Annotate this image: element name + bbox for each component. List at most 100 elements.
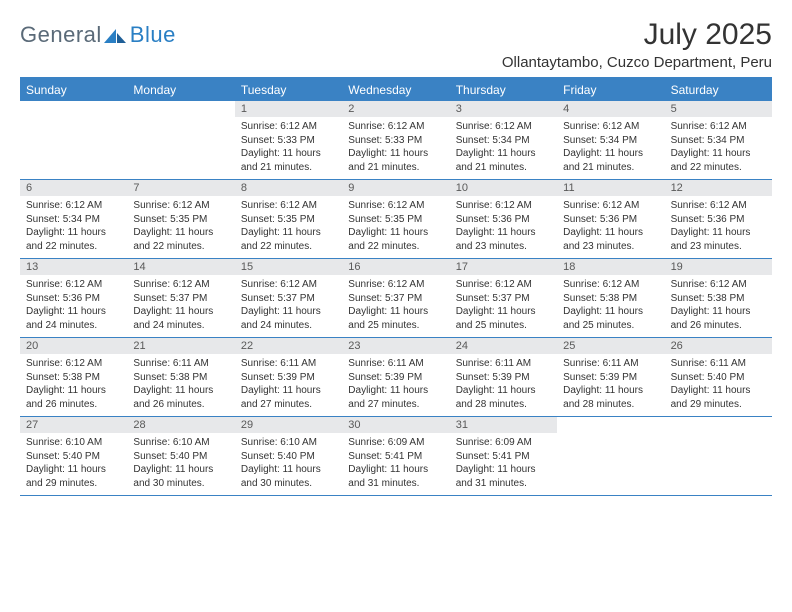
day-body: Sunrise: 6:12 AMSunset: 5:34 PMDaylight:… <box>665 117 772 178</box>
calendar-day-cell: 26Sunrise: 6:11 AMSunset: 5:40 PMDayligh… <box>665 338 772 416</box>
day-body: Sunrise: 6:10 AMSunset: 5:40 PMDaylight:… <box>127 433 234 494</box>
calendar-day-cell: 28Sunrise: 6:10 AMSunset: 5:40 PMDayligh… <box>127 417 234 495</box>
calendar-day-cell: 12Sunrise: 6:12 AMSunset: 5:36 PMDayligh… <box>665 180 772 258</box>
day-number: 9 <box>342 180 449 196</box>
day-body: Sunrise: 6:09 AMSunset: 5:41 PMDaylight:… <box>450 433 557 494</box>
day-number: 14 <box>127 259 234 275</box>
day-number: 31 <box>450 417 557 433</box>
calendar-empty-cell <box>127 101 234 179</box>
day-number: 15 <box>235 259 342 275</box>
calendar-week-row: 1Sunrise: 6:12 AMSunset: 5:33 PMDaylight… <box>20 101 772 180</box>
weeks-container: 1Sunrise: 6:12 AMSunset: 5:33 PMDaylight… <box>20 101 772 496</box>
day-body: Sunrise: 6:12 AMSunset: 5:36 PMDaylight:… <box>20 275 127 336</box>
weekday-header: Sunday <box>20 79 127 101</box>
day-body: Sunrise: 6:11 AMSunset: 5:39 PMDaylight:… <box>450 354 557 415</box>
location-subtitle: Ollantaytambo, Cuzco Department, Peru <box>502 54 772 71</box>
calendar-empty-cell <box>665 417 772 495</box>
day-body: Sunrise: 6:12 AMSunset: 5:38 PMDaylight:… <box>665 275 772 336</box>
calendar-week-row: 20Sunrise: 6:12 AMSunset: 5:38 PMDayligh… <box>20 338 772 417</box>
calendar-day-cell: 5Sunrise: 6:12 AMSunset: 5:34 PMDaylight… <box>665 101 772 179</box>
calendar-day-cell: 24Sunrise: 6:11 AMSunset: 5:39 PMDayligh… <box>450 338 557 416</box>
calendar-day-cell: 9Sunrise: 6:12 AMSunset: 5:35 PMDaylight… <box>342 180 449 258</box>
day-body: Sunrise: 6:12 AMSunset: 5:36 PMDaylight:… <box>665 196 772 257</box>
day-number: 28 <box>127 417 234 433</box>
day-number: 19 <box>665 259 772 275</box>
day-number: 16 <box>342 259 449 275</box>
day-body: Sunrise: 6:12 AMSunset: 5:36 PMDaylight:… <box>557 196 664 257</box>
day-number: 30 <box>342 417 449 433</box>
day-number: 2 <box>342 101 449 117</box>
logo: General Blue <box>20 18 176 48</box>
day-body: Sunrise: 6:10 AMSunset: 5:40 PMDaylight:… <box>235 433 342 494</box>
calendar-day-cell: 8Sunrise: 6:12 AMSunset: 5:35 PMDaylight… <box>235 180 342 258</box>
weekday-header: Monday <box>127 79 234 101</box>
calendar-week-row: 6Sunrise: 6:12 AMSunset: 5:34 PMDaylight… <box>20 180 772 259</box>
calendar-day-cell: 7Sunrise: 6:12 AMSunset: 5:35 PMDaylight… <box>127 180 234 258</box>
day-number: 12 <box>665 180 772 196</box>
day-body: Sunrise: 6:10 AMSunset: 5:40 PMDaylight:… <box>20 433 127 494</box>
day-number: 29 <box>235 417 342 433</box>
day-number: 17 <box>450 259 557 275</box>
day-number: 1 <box>235 101 342 117</box>
calendar-day-cell: 27Sunrise: 6:10 AMSunset: 5:40 PMDayligh… <box>20 417 127 495</box>
calendar-day-cell: 6Sunrise: 6:12 AMSunset: 5:34 PMDaylight… <box>20 180 127 258</box>
calendar-week-row: 27Sunrise: 6:10 AMSunset: 5:40 PMDayligh… <box>20 417 772 496</box>
calendar-day-cell: 25Sunrise: 6:11 AMSunset: 5:39 PMDayligh… <box>557 338 664 416</box>
day-number: 21 <box>127 338 234 354</box>
calendar-day-cell: 29Sunrise: 6:10 AMSunset: 5:40 PMDayligh… <box>235 417 342 495</box>
weekday-header-row: Sunday Monday Tuesday Wednesday Thursday… <box>20 79 772 101</box>
calendar-day-cell: 22Sunrise: 6:11 AMSunset: 5:39 PMDayligh… <box>235 338 342 416</box>
day-body: Sunrise: 6:12 AMSunset: 5:34 PMDaylight:… <box>450 117 557 178</box>
weekday-header: Saturday <box>665 79 772 101</box>
day-number: 27 <box>20 417 127 433</box>
calendar-day-cell: 16Sunrise: 6:12 AMSunset: 5:37 PMDayligh… <box>342 259 449 337</box>
day-body: Sunrise: 6:12 AMSunset: 5:37 PMDaylight:… <box>450 275 557 336</box>
calendar-day-cell: 3Sunrise: 6:12 AMSunset: 5:34 PMDaylight… <box>450 101 557 179</box>
day-number: 25 <box>557 338 664 354</box>
day-body: Sunrise: 6:12 AMSunset: 5:38 PMDaylight:… <box>20 354 127 415</box>
logo-text-general: General <box>20 22 102 48</box>
day-body: Sunrise: 6:09 AMSunset: 5:41 PMDaylight:… <box>342 433 449 494</box>
day-body: Sunrise: 6:11 AMSunset: 5:40 PMDaylight:… <box>665 354 772 415</box>
calendar-day-cell: 20Sunrise: 6:12 AMSunset: 5:38 PMDayligh… <box>20 338 127 416</box>
day-number: 3 <box>450 101 557 117</box>
day-number: 10 <box>450 180 557 196</box>
day-body: Sunrise: 6:12 AMSunset: 5:37 PMDaylight:… <box>127 275 234 336</box>
day-body: Sunrise: 6:12 AMSunset: 5:37 PMDaylight:… <box>235 275 342 336</box>
day-number: 20 <box>20 338 127 354</box>
day-body: Sunrise: 6:12 AMSunset: 5:33 PMDaylight:… <box>342 117 449 178</box>
calendar-day-cell: 2Sunrise: 6:12 AMSunset: 5:33 PMDaylight… <box>342 101 449 179</box>
day-body: Sunrise: 6:12 AMSunset: 5:38 PMDaylight:… <box>557 275 664 336</box>
day-number: 8 <box>235 180 342 196</box>
calendar-day-cell: 11Sunrise: 6:12 AMSunset: 5:36 PMDayligh… <box>557 180 664 258</box>
calendar-day-cell: 18Sunrise: 6:12 AMSunset: 5:38 PMDayligh… <box>557 259 664 337</box>
day-number: 18 <box>557 259 664 275</box>
day-number: 23 <box>342 338 449 354</box>
calendar-day-cell: 13Sunrise: 6:12 AMSunset: 5:36 PMDayligh… <box>20 259 127 337</box>
calendar-day-cell: 15Sunrise: 6:12 AMSunset: 5:37 PMDayligh… <box>235 259 342 337</box>
day-body: Sunrise: 6:12 AMSunset: 5:35 PMDaylight:… <box>342 196 449 257</box>
logo-text-blue: Blue <box>130 22 176 48</box>
weekday-header: Thursday <box>450 79 557 101</box>
day-number: 26 <box>665 338 772 354</box>
day-body: Sunrise: 6:11 AMSunset: 5:39 PMDaylight:… <box>235 354 342 415</box>
calendar-day-cell: 10Sunrise: 6:12 AMSunset: 5:36 PMDayligh… <box>450 180 557 258</box>
calendar-day-cell: 14Sunrise: 6:12 AMSunset: 5:37 PMDayligh… <box>127 259 234 337</box>
day-number: 5 <box>665 101 772 117</box>
day-number: 13 <box>20 259 127 275</box>
day-number: 22 <box>235 338 342 354</box>
calendar-day-cell: 21Sunrise: 6:11 AMSunset: 5:38 PMDayligh… <box>127 338 234 416</box>
calendar-day-cell: 31Sunrise: 6:09 AMSunset: 5:41 PMDayligh… <box>450 417 557 495</box>
day-body: Sunrise: 6:12 AMSunset: 5:35 PMDaylight:… <box>235 196 342 257</box>
day-body: Sunrise: 6:12 AMSunset: 5:37 PMDaylight:… <box>342 275 449 336</box>
day-body: Sunrise: 6:11 AMSunset: 5:39 PMDaylight:… <box>557 354 664 415</box>
calendar-day-cell: 23Sunrise: 6:11 AMSunset: 5:39 PMDayligh… <box>342 338 449 416</box>
day-body: Sunrise: 6:12 AMSunset: 5:33 PMDaylight:… <box>235 117 342 178</box>
day-body: Sunrise: 6:12 AMSunset: 5:35 PMDaylight:… <box>127 196 234 257</box>
calendar-day-cell: 17Sunrise: 6:12 AMSunset: 5:37 PMDayligh… <box>450 259 557 337</box>
day-body: Sunrise: 6:11 AMSunset: 5:38 PMDaylight:… <box>127 354 234 415</box>
title-block: July 2025 Ollantaytambo, Cuzco Departmen… <box>502 18 772 71</box>
day-number: 4 <box>557 101 664 117</box>
calendar-day-cell: 1Sunrise: 6:12 AMSunset: 5:33 PMDaylight… <box>235 101 342 179</box>
day-body: Sunrise: 6:12 AMSunset: 5:34 PMDaylight:… <box>20 196 127 257</box>
